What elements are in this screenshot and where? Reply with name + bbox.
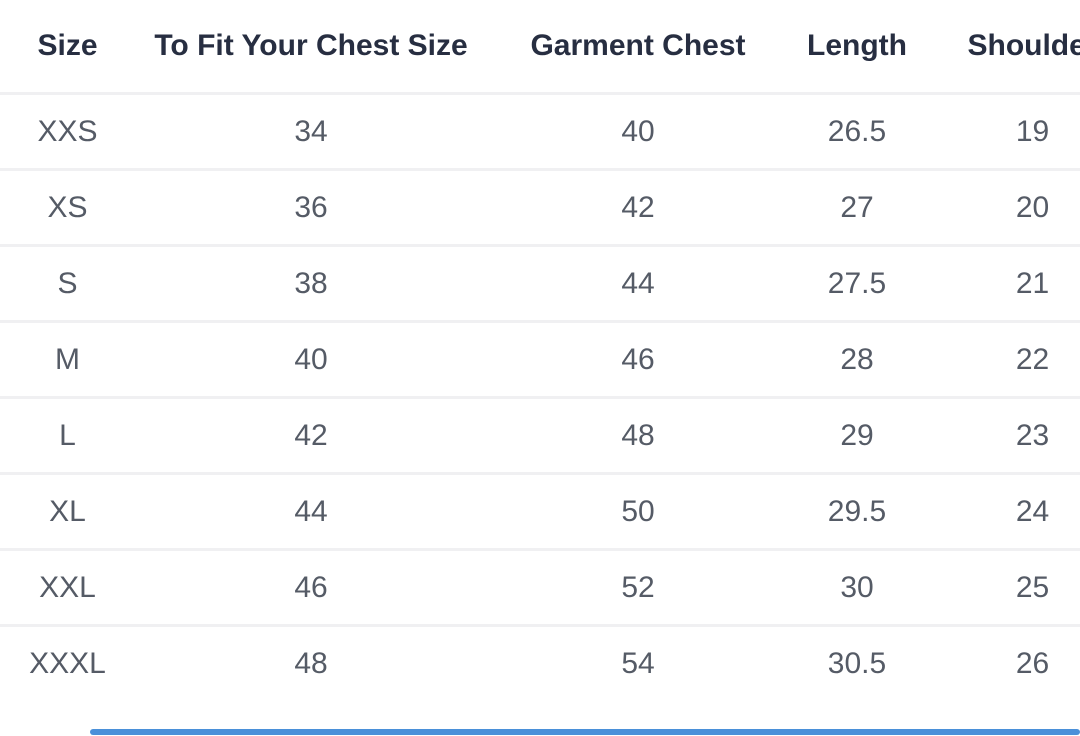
column-header-length: Length bbox=[807, 29, 907, 62]
column-header-garment-chest: Garment Chest bbox=[530, 29, 746, 62]
cell-garment-chest: 40 bbox=[487, 92, 789, 170]
cell-length: 30.5 bbox=[789, 624, 925, 700]
column-header-size: Size bbox=[37, 29, 98, 62]
table-row: L 42 48 29 23 bbox=[0, 396, 1080, 474]
cell-size: XS bbox=[0, 168, 135, 246]
size-chart-body: XXS 34 40 26.5 19 XS 36 42 27 20 S 38 44… bbox=[0, 92, 1080, 700]
column-header-to-fit-chest: To Fit Your Chest Size bbox=[154, 29, 468, 62]
cell-length: 27.5 bbox=[789, 244, 925, 322]
cell-size: XL bbox=[0, 472, 135, 550]
cell-shoulder: 20 bbox=[925, 168, 1080, 246]
cell-shoulder: 21 bbox=[925, 244, 1080, 322]
table-row: XXS 34 40 26.5 19 bbox=[0, 92, 1080, 170]
table-row: XL 44 50 29.5 24 bbox=[0, 472, 1080, 550]
cell-to-fit-chest: 44 bbox=[135, 472, 487, 550]
cell-shoulder: 24 bbox=[925, 472, 1080, 550]
cell-size: XXS bbox=[0, 92, 135, 170]
cell-shoulder: 25 bbox=[925, 548, 1080, 626]
cell-garment-chest: 48 bbox=[487, 396, 789, 474]
cell-garment-chest: 42 bbox=[487, 168, 789, 246]
cell-garment-chest: 44 bbox=[487, 244, 789, 322]
cell-length: 29 bbox=[789, 396, 925, 474]
cell-to-fit-chest: 38 bbox=[135, 244, 487, 322]
cell-length: 29.5 bbox=[789, 472, 925, 550]
cell-shoulder: 22 bbox=[925, 320, 1080, 398]
cell-shoulder: 23 bbox=[925, 396, 1080, 474]
cell-to-fit-chest: 48 bbox=[135, 624, 487, 700]
table-row: XXL 46 52 30 25 bbox=[0, 548, 1080, 626]
cell-size: M bbox=[0, 320, 135, 398]
cell-length: 28 bbox=[789, 320, 925, 398]
cell-size: XXXL bbox=[0, 624, 135, 700]
cell-to-fit-chest: 46 bbox=[135, 548, 487, 626]
cell-garment-chest: 52 bbox=[487, 548, 789, 626]
header-row: Size To Fit Your Chest Size Garment Ches… bbox=[0, 0, 1080, 94]
cell-shoulder: 19 bbox=[925, 92, 1080, 170]
table-row: XXXL 48 54 30.5 26 bbox=[0, 624, 1080, 700]
cell-garment-chest: 46 bbox=[487, 320, 789, 398]
horizontal-scrollbar-thumb[interactable] bbox=[90, 729, 1080, 735]
table-row: XS 36 42 27 20 bbox=[0, 168, 1080, 246]
size-chart-header: Size To Fit Your Chest Size Garment Ches… bbox=[0, 0, 1080, 94]
cell-garment-chest: 50 bbox=[487, 472, 789, 550]
cell-to-fit-chest: 36 bbox=[135, 168, 487, 246]
column-header-shoulder: Shoulder bbox=[967, 29, 1080, 62]
cell-to-fit-chest: 40 bbox=[135, 320, 487, 398]
cell-length: 30 bbox=[789, 548, 925, 626]
cell-size: XXL bbox=[0, 548, 135, 626]
cell-length: 27 bbox=[789, 168, 925, 246]
cell-garment-chest: 54 bbox=[487, 624, 789, 700]
cell-shoulder: 26 bbox=[925, 624, 1080, 700]
cell-size: L bbox=[0, 396, 135, 474]
size-chart-table: Size To Fit Your Chest Size Garment Ches… bbox=[0, 0, 1080, 700]
cell-to-fit-chest: 42 bbox=[135, 396, 487, 474]
table-row: S 38 44 27.5 21 bbox=[0, 244, 1080, 322]
table-row: M 40 46 28 22 bbox=[0, 320, 1080, 398]
cell-length: 26.5 bbox=[789, 92, 925, 170]
cell-to-fit-chest: 34 bbox=[135, 92, 487, 170]
cell-size: S bbox=[0, 244, 135, 322]
